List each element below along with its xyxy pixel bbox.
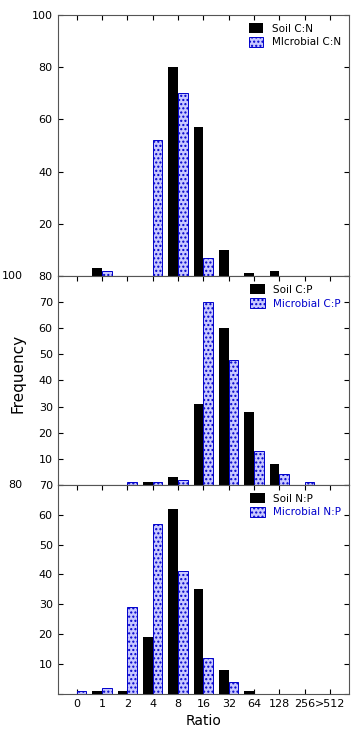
- Bar: [92, 268, 102, 276]
- Legend: Soil C:N, MIcrobial C:N: Soil C:N, MIcrobial C:N: [246, 20, 344, 51]
- Bar: [127, 607, 137, 694]
- Bar: [102, 688, 112, 694]
- Bar: [178, 93, 188, 276]
- Bar: [143, 482, 153, 485]
- Bar: [279, 474, 289, 485]
- Bar: [219, 670, 229, 694]
- Bar: [153, 482, 162, 485]
- Bar: [203, 258, 213, 276]
- Bar: [178, 480, 188, 485]
- Bar: [178, 571, 188, 694]
- Bar: [229, 360, 238, 485]
- Bar: [305, 482, 315, 485]
- Bar: [153, 140, 162, 276]
- Bar: [77, 691, 86, 694]
- X-axis label: Ratio: Ratio: [185, 714, 221, 728]
- Bar: [102, 271, 112, 276]
- Bar: [127, 482, 137, 485]
- Bar: [168, 477, 178, 485]
- Bar: [219, 250, 229, 276]
- Bar: [168, 509, 178, 694]
- Bar: [143, 637, 153, 694]
- Text: Frequency: Frequency: [11, 333, 26, 413]
- Bar: [92, 691, 102, 694]
- Bar: [244, 273, 254, 276]
- Bar: [203, 658, 213, 694]
- Text: 80: 80: [9, 480, 23, 490]
- Bar: [244, 691, 254, 694]
- Bar: [168, 67, 178, 276]
- Bar: [244, 412, 254, 485]
- Bar: [219, 328, 229, 485]
- Bar: [118, 691, 127, 694]
- Bar: [194, 404, 203, 485]
- Bar: [229, 682, 238, 694]
- Bar: [254, 451, 264, 485]
- Legend: Soil N:P, Microbial N:P: Soil N:P, Microbial N:P: [247, 490, 344, 521]
- Text: 100: 100: [1, 271, 23, 281]
- Bar: [270, 464, 279, 485]
- Bar: [194, 127, 203, 276]
- Bar: [270, 271, 279, 276]
- Bar: [203, 302, 213, 485]
- Bar: [194, 589, 203, 694]
- Legend: Soil C:P, Microbial C:P: Soil C:P, Microbial C:P: [247, 281, 344, 312]
- Bar: [153, 524, 162, 694]
